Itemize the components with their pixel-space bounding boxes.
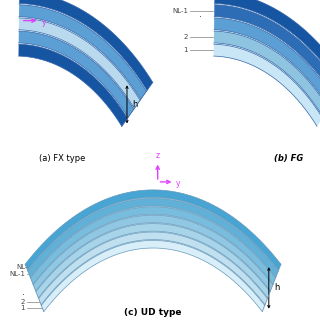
Text: NL: NL [16,264,25,270]
Text: 1: 1 [183,47,188,53]
Text: 2: 2 [21,299,25,305]
Text: ·: · [199,12,203,22]
Polygon shape [214,31,320,117]
Text: (b) FG: (b) FG [274,154,303,163]
Polygon shape [19,44,127,126]
Polygon shape [214,44,320,126]
Polygon shape [28,198,278,277]
Text: y: y [175,179,180,188]
Text: y: y [42,18,46,27]
Text: 1: 1 [20,306,25,311]
Text: ·: · [22,290,25,300]
Polygon shape [19,18,140,108]
Polygon shape [214,5,320,100]
Text: NL-1: NL-1 [9,271,25,277]
Polygon shape [214,0,320,91]
Text: 2: 2 [184,34,188,40]
Text: NL-1: NL-1 [172,8,188,14]
Text: NL: NL [179,0,188,1]
Polygon shape [31,207,276,284]
Polygon shape [19,5,147,100]
Text: (a) FX type: (a) FX type [39,154,85,163]
Polygon shape [36,224,270,298]
Polygon shape [25,190,281,270]
Polygon shape [19,31,134,117]
Polygon shape [33,215,273,291]
Polygon shape [41,240,265,312]
Polygon shape [39,232,268,305]
Polygon shape [214,18,320,108]
Polygon shape [19,0,153,91]
Text: h: h [132,100,138,109]
Text: (c) UD type: (c) UD type [124,308,182,316]
Text: z: z [156,151,160,160]
Text: h: h [274,284,280,292]
